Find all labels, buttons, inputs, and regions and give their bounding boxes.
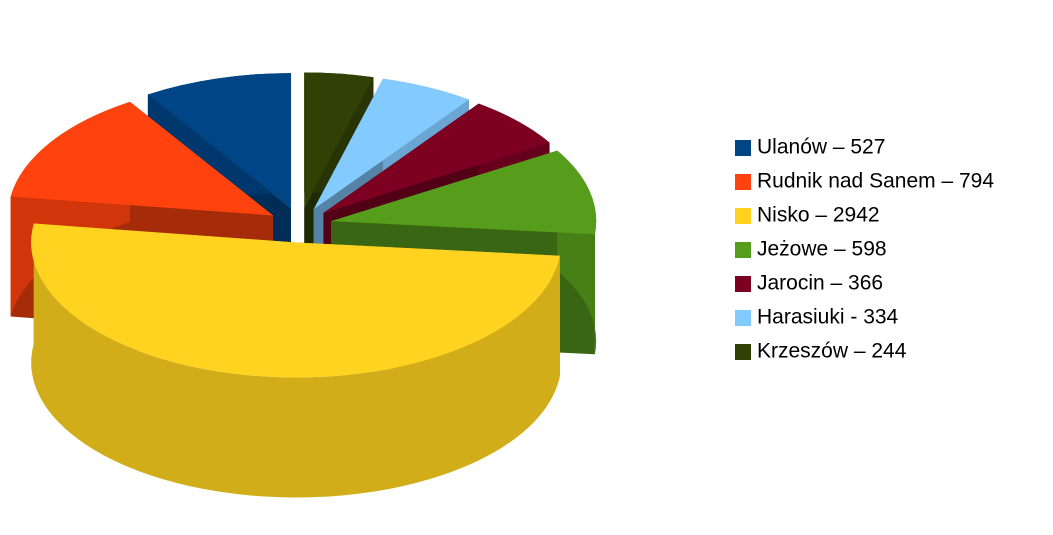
legend-swatch (735, 310, 751, 326)
legend-label: Harasiuki - 334 (757, 306, 899, 329)
legend-swatch (735, 174, 751, 190)
legend-label: Nisko – 2942 (757, 204, 880, 227)
slice-top (323, 103, 550, 214)
legend-swatch (735, 344, 751, 360)
slice-top (313, 78, 469, 210)
slice-wall-shade (31, 223, 560, 498)
slice-top (147, 73, 291, 209)
legend-swatch (735, 140, 751, 156)
slice (31, 223, 560, 498)
legend-label: Ulanów – 527 (757, 136, 885, 159)
legend-swatch (735, 208, 751, 224)
slice-top (10, 101, 274, 216)
legend-swatch (735, 242, 751, 258)
legend-label: Krzeszów – 244 (757, 340, 907, 363)
legend-swatch (735, 276, 751, 292)
legend-label: Rudnik nad Sanem – 794 (757, 170, 994, 193)
slice-top (331, 150, 597, 235)
legend-label: Jarocin – 366 (757, 272, 883, 295)
slice-top (31, 223, 560, 378)
legend-label: Jeżowe – 598 (757, 238, 887, 261)
slice-top (304, 72, 374, 208)
slice-wall (31, 223, 560, 498)
